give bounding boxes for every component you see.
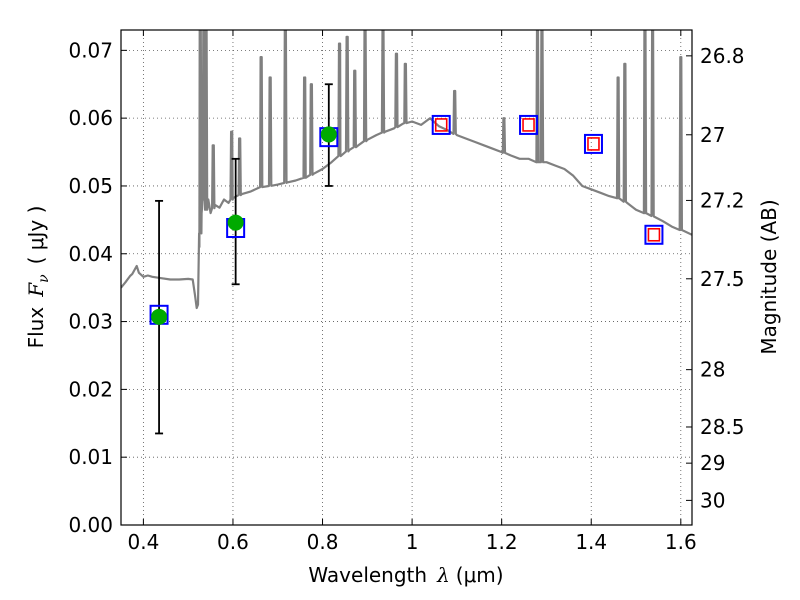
right-tick-label: 27.5 — [700, 267, 745, 291]
plot-frame — [120, 29, 693, 526]
y-tick-label: 0.04 — [68, 242, 113, 266]
spectrum-layer — [121, 30, 692, 310]
x-tick-label: 0.6 — [217, 530, 249, 554]
right-tick-label: 27 — [700, 123, 725, 147]
x-tick-label: 0.4 — [127, 530, 159, 554]
y-axis-label: Flux Fν ( μJy ) — [24, 206, 52, 349]
grid — [121, 30, 692, 526]
observed-point — [151, 308, 168, 325]
x-tick-label: 1 — [406, 530, 419, 554]
x-axis-label-text: Wavelength — [308, 563, 427, 587]
upper-limit-square — [587, 137, 600, 151]
model-band-square — [644, 224, 664, 245]
right-tick-label: 28 — [700, 358, 725, 382]
right-tick-label: 27.2 — [700, 188, 745, 212]
right-tick-label: 26.8 — [700, 44, 745, 68]
right-tick-label: 28.5 — [700, 415, 745, 439]
y-tick-label: 0.02 — [68, 377, 113, 401]
y-tick-label: 0.06 — [68, 106, 113, 130]
right-axis-label: Magnitude (AB) — [757, 199, 781, 354]
right-tick-label: 30 — [700, 488, 725, 512]
y-tick-label: 0.05 — [68, 174, 113, 198]
upper-limit-square — [434, 118, 448, 132]
y-tick-label: 0.00 — [68, 513, 113, 537]
y-tick-label: 0.03 — [68, 310, 113, 334]
observed-point — [227, 214, 244, 231]
model-spectrum-line — [121, 30, 692, 310]
x-axis-label-unit: (μm) — [456, 563, 504, 587]
y-axis-label-unit: ( μJy ) — [24, 206, 48, 265]
observed-point — [320, 126, 337, 143]
y-tick-label: 0.07 — [68, 38, 113, 62]
model-band-square — [519, 114, 539, 135]
model-band-square — [431, 114, 451, 135]
tick-layer: 0.4 0.6 0.8 1 1.2 1.4 1.6 0.00 0.01 0.02 0.03 0.04 0… — [68, 30, 745, 554]
x-tick-label: 0.8 — [307, 530, 339, 554]
model-band-square — [583, 133, 603, 154]
x-axis-label-symbol: λ — [436, 563, 450, 587]
y-axis-label-text: Flux — [24, 307, 48, 349]
x-tick-label: 1.2 — [486, 530, 518, 554]
y-axis-label-subscript: ν — [36, 274, 52, 283]
upper-limit-square — [647, 227, 661, 242]
x-axis-label: Wavelength λ (μm) — [308, 563, 503, 587]
y-tick-label: 0.01 — [68, 445, 113, 469]
upper-limit-square — [522, 118, 535, 132]
x-tick-label: 1.6 — [665, 530, 697, 554]
marker-layer — [149, 83, 664, 435]
x-tick-label: 1.4 — [575, 530, 607, 554]
right-tick-label: 29 — [700, 451, 725, 475]
y-axis-label-symbol: F — [24, 282, 48, 298]
